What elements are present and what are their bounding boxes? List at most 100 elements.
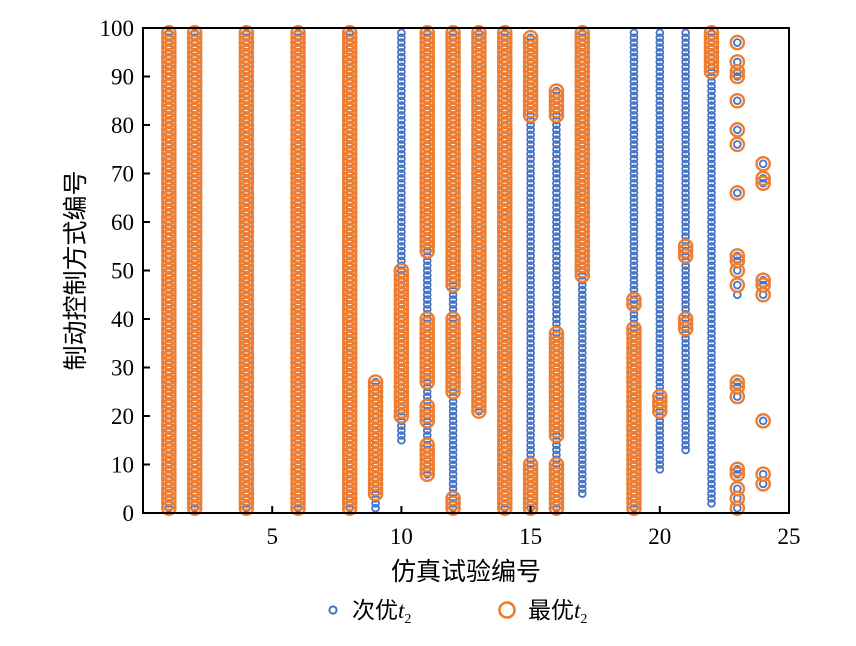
- point-s1-x4-y39: [238, 316, 255, 332]
- point-s1-x1-y78: [161, 126, 177, 143]
- point-s1-x14-y42: [496, 301, 513, 318]
- point-s0-x21-y50: [681, 266, 690, 275]
- point-s0-x19-y77: [629, 135, 639, 144]
- point-s0-x22-y50: [707, 266, 716, 275]
- point-s0-x22-y35: [707, 338, 716, 348]
- point-s1-x8-y19: [341, 413, 358, 429]
- point-s1-x4-y18: [238, 417, 255, 434]
- point-s1-x8-y6: [341, 476, 358, 492]
- point-s1-x19-y35: [626, 335, 642, 352]
- point-s1-x13-y76: [471, 136, 487, 153]
- point-s0-x15-y66: [526, 188, 535, 198]
- point-s0-x20-y28: [655, 372, 665, 382]
- point-s0-x20-y75: [655, 144, 665, 154]
- point-s1-x4-y77: [238, 131, 255, 148]
- point-s0-x10-y61: [397, 212, 406, 222]
- point-s0-x20-y79: [655, 125, 665, 135]
- point-s1-x8-y23: [341, 393, 358, 410]
- point-s1-x13-y79: [471, 122, 487, 138]
- point-s0-x19-y76: [629, 140, 639, 149]
- point-s1-x1-y57: [161, 228, 177, 245]
- point-s1-x24-y6: [755, 476, 771, 492]
- point-s1-x14-y81: [496, 112, 513, 128]
- point-s1-x2-y29: [186, 364, 203, 381]
- point-s1-x4-y60: [238, 214, 255, 230]
- point-s0-x20-y50: [655, 266, 665, 275]
- point-s0-x16-y41: [552, 309, 561, 319]
- point-s0-x19-y91: [629, 67, 639, 76]
- point-s1-x1-y3: [161, 490, 177, 507]
- point-s1-x17-y73: [574, 151, 591, 167]
- point-s1-x6-y75: [290, 141, 306, 158]
- point-s0-x22-y80: [707, 120, 716, 130]
- point-s0-x19-y55: [629, 241, 639, 251]
- point-s1-x2-y22: [186, 398, 203, 415]
- point-s0-x20-y53: [655, 251, 665, 261]
- point-s1-x11-y94: [419, 49, 436, 65]
- point-s1-x23-y9: [729, 461, 746, 478]
- point-s1-x11-y84: [419, 97, 436, 114]
- point-s1-x4-y72: [238, 155, 255, 172]
- point-s1-x6-y67: [290, 180, 306, 196]
- point-s0-x22-y20: [707, 411, 716, 421]
- point-s0-x17-y22: [577, 401, 587, 411]
- point-s1-x17-y57: [574, 228, 591, 245]
- point-s1-x13-y61: [471, 209, 487, 225]
- point-s0-x17-y26: [577, 382, 587, 392]
- point-s0-x19-y93: [629, 57, 639, 67]
- point-s0-x20-y41: [655, 309, 665, 319]
- point-s0-x16-y44: [552, 295, 561, 304]
- point-s1-x11-y73: [419, 151, 436, 167]
- point-s1-x23-y91: [729, 63, 746, 80]
- point-s1-x11-y89: [419, 73, 436, 90]
- point-s0-x15-y72: [526, 159, 535, 169]
- point-s1-x1-y25: [161, 383, 177, 400]
- point-s0-x15-y78: [526, 130, 535, 140]
- point-s0-x19-y78: [629, 130, 639, 140]
- point-s1-x11-y55: [419, 238, 436, 255]
- y-tick-label-10: 100: [100, 16, 135, 41]
- point-s1-x6-y64: [290, 194, 306, 211]
- point-s0-x22-y64: [707, 198, 716, 207]
- point-s0-x20-y94: [655, 52, 665, 62]
- point-s1-x14-y93: [496, 54, 513, 70]
- point-s0-x20-y78: [655, 130, 665, 140]
- point-s1-x13-y36: [471, 330, 487, 347]
- point-s1-x1-y60: [161, 214, 177, 230]
- point-s1-x2-y47: [186, 277, 203, 293]
- point-s1-x2-y23: [186, 393, 203, 410]
- point-s1-x17-y58: [574, 223, 591, 240]
- point-s0-x20-y80: [655, 120, 665, 130]
- point-s1-x17-y64: [574, 194, 591, 211]
- point-s1-x6-y26: [290, 379, 306, 395]
- point-s1-x13-y50: [471, 262, 487, 279]
- point-s0-x15-y51: [526, 261, 535, 270]
- point-s1-x23-y66: [729, 185, 746, 201]
- legend-name-0: 次优: [352, 598, 398, 624]
- point-s1-x6-y21: [290, 403, 306, 419]
- point-s0-x16-y64: [552, 198, 561, 207]
- point-s1-x11-y67: [419, 180, 436, 196]
- point-s1-x8-y50: [341, 262, 358, 279]
- point-s1-x14-y21: [496, 403, 513, 419]
- point-s1-x2-y38: [186, 320, 203, 337]
- point-s0-x22-y88: [707, 81, 716, 91]
- point-s0-x22-y78: [707, 130, 716, 140]
- point-s1-x2-y14: [186, 437, 203, 453]
- point-s0-x22-y75: [707, 144, 716, 154]
- point-s0-x15-y56: [526, 237, 535, 246]
- point-s1-x14-y64: [496, 194, 513, 211]
- point-s0-x21-y31: [681, 358, 690, 367]
- point-s0-x15-y30: [526, 363, 535, 372]
- point-s1-x12-y94: [445, 49, 461, 65]
- point-s0-x15-y38: [526, 324, 535, 334]
- point-s1-x8-y25: [341, 383, 358, 400]
- point-s1-x8-y68: [341, 175, 358, 191]
- point-s1-x2-y56: [186, 233, 203, 250]
- point-s0-x20-y85: [655, 96, 665, 106]
- point-s1-x11-y57: [419, 228, 436, 245]
- point-s0-x20-y92: [655, 62, 665, 72]
- point-s0-x20-y72: [655, 159, 665, 169]
- point-s0-x19-y88: [629, 81, 639, 91]
- point-s1-x8-y3: [341, 490, 358, 507]
